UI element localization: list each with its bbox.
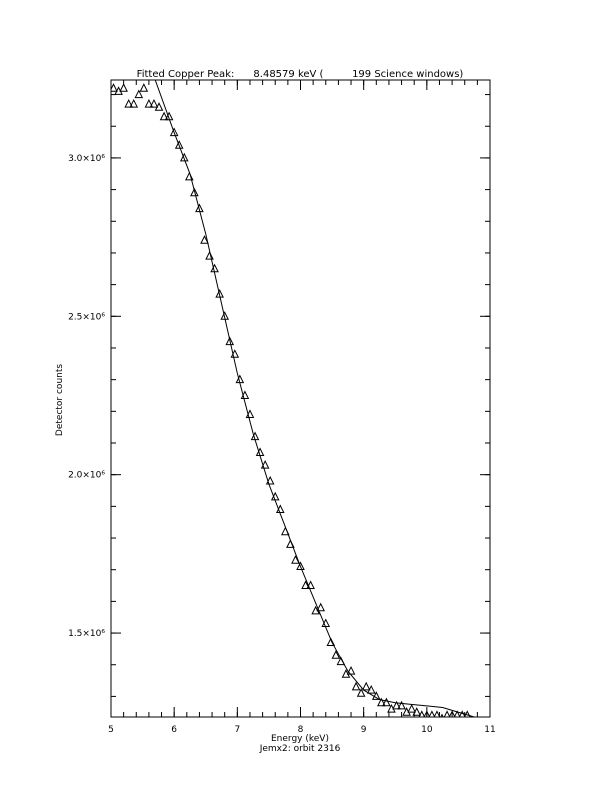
data-point xyxy=(225,336,235,346)
data-point xyxy=(382,697,391,707)
data-point xyxy=(129,98,139,108)
data-point xyxy=(443,710,451,717)
y-tick-label: 1.5×10⁶ xyxy=(68,629,105,639)
data-point xyxy=(205,250,214,260)
data-point xyxy=(306,580,315,590)
y-tick-label: 3.0×10⁶ xyxy=(68,154,105,164)
x-tick-label: 8 xyxy=(298,725,304,735)
data-point xyxy=(119,83,128,92)
plot-area xyxy=(111,80,475,717)
x-tick-label: 6 xyxy=(171,725,177,735)
fit-line xyxy=(154,80,475,717)
data-point xyxy=(397,700,406,710)
data-point xyxy=(356,688,366,697)
data-point xyxy=(111,83,118,92)
data-point xyxy=(366,684,376,694)
data-point xyxy=(377,697,386,707)
x-tick-label: 7 xyxy=(234,725,240,735)
data-point xyxy=(149,98,159,108)
data-point xyxy=(326,637,336,647)
data-point xyxy=(392,700,401,710)
data-point xyxy=(139,83,149,92)
data-point xyxy=(453,710,461,717)
data-point xyxy=(291,555,300,564)
y-tick-label: 2.0×10⁶ xyxy=(68,471,105,481)
plot-frame xyxy=(110,79,491,718)
data-point xyxy=(407,703,416,713)
data-point xyxy=(159,111,169,121)
data-point xyxy=(412,707,422,716)
y-axis-label: Detector counts xyxy=(55,364,65,436)
data-point xyxy=(423,710,431,717)
x-tick-label: 5 xyxy=(108,725,114,735)
data-point xyxy=(144,98,154,108)
data-point xyxy=(200,235,209,244)
data-point xyxy=(296,561,305,571)
data-point xyxy=(174,140,184,149)
x-tick-label: 10 xyxy=(421,725,433,735)
data-point xyxy=(433,710,441,717)
data-point xyxy=(418,710,426,717)
data-point xyxy=(179,152,189,162)
data-point xyxy=(190,187,199,197)
data-point xyxy=(124,98,133,108)
x-tick-label: 9 xyxy=(361,725,367,735)
data-point xyxy=(346,665,356,675)
data-point xyxy=(154,102,164,111)
data-point xyxy=(428,710,436,717)
data-point xyxy=(371,691,381,700)
data-point xyxy=(169,127,179,137)
y-tick-label: 2.5×10⁶ xyxy=(68,312,105,322)
x-axis-label: Energy (keV) xyxy=(271,734,329,744)
data-point xyxy=(260,460,270,469)
data-point xyxy=(134,89,144,99)
data-point xyxy=(361,681,371,691)
data-point xyxy=(351,681,361,691)
data-point xyxy=(316,602,326,612)
data-point xyxy=(301,580,310,590)
chart-title: Fitted Copper Peak: 8.48579 keV ( 199 Sc… xyxy=(137,69,464,80)
x-tick-label: 11 xyxy=(484,725,495,735)
data-point xyxy=(448,710,456,717)
data-point xyxy=(458,710,466,717)
subtitle: Jemx2: orbit 2316 xyxy=(259,744,341,754)
data-point xyxy=(331,650,341,659)
data-point xyxy=(265,475,275,485)
